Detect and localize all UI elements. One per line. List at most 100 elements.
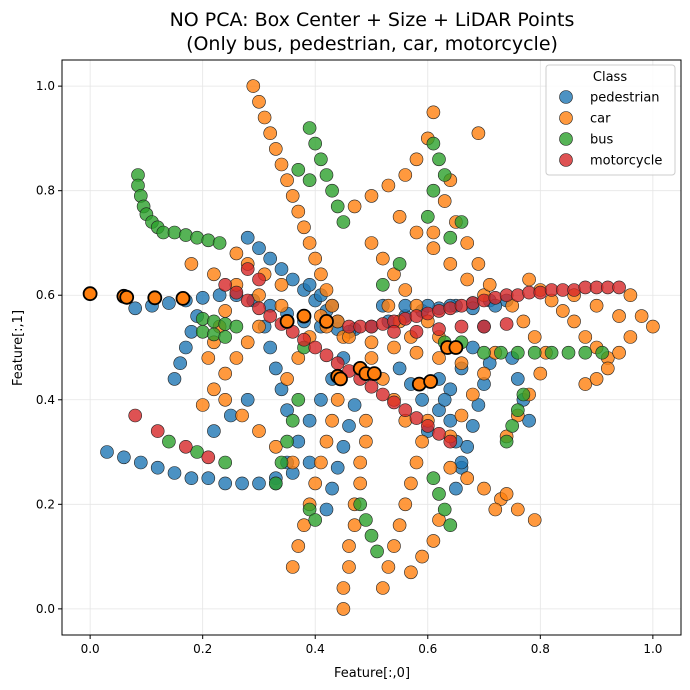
car-point [359,434,373,449]
motorcycle-point [409,411,424,425]
highlight-point [147,290,163,306]
legend-entries: pedestrian car bus motorcycle [559,90,662,169]
car-point [268,142,283,156]
motorcycle-point [409,309,424,323]
car-point [218,366,232,381]
bus-point [516,387,531,402]
car-point [398,283,413,297]
car-point [398,168,413,182]
plot-frame [61,59,682,636]
motorcycle-point [179,439,193,454]
bus-point [359,513,373,527]
car-point [207,382,221,397]
car-point [364,335,379,350]
car-point [319,283,334,297]
car-point [274,298,289,313]
bus-point [268,476,283,491]
y-tick-label: 0.2 [36,497,55,511]
car-point [488,502,503,517]
car-point [415,549,429,564]
x-tick-label: 1.0 [643,642,662,656]
x-tick-label: 0.4 [306,642,325,656]
pedestrian-point [319,502,334,517]
motorcycle-point [252,272,266,287]
car-point [359,413,373,428]
pedestrian-point [218,476,232,491]
pedestrian-point [150,460,165,475]
car-point [336,581,351,595]
car-point [280,372,294,386]
bus-point [179,228,193,242]
car-point [342,560,356,574]
pedestrian-point [443,382,458,397]
bus-point [454,215,469,229]
car-point [325,413,339,428]
car-point [347,199,362,214]
bus-point [505,419,520,433]
car-point [527,330,542,344]
car-point [342,539,356,553]
x-tick-label: 0.2 [193,642,212,656]
car-point [381,560,396,574]
car-point [533,366,548,381]
pedestrian-point [252,476,266,491]
car-point [527,513,542,527]
car-point [252,424,266,438]
car-point [302,236,317,250]
car-point [398,497,413,512]
pedestrian-point [134,455,148,470]
car-point [555,304,570,318]
bus-point [392,257,407,271]
highlight-point [423,374,439,389]
pedestrian-point [128,301,142,316]
car-point [381,298,396,313]
car-point [460,272,475,287]
motorcycle-point [240,293,255,308]
car-point [291,539,306,553]
bus-point [280,434,294,449]
pedestrian-point [347,398,362,412]
bus-point [336,215,351,229]
bus-point [218,317,232,331]
motorcycle-point [420,306,435,321]
car-point [578,377,593,391]
series-bus [131,121,610,559]
bus-point [375,277,390,292]
car-point [257,110,272,125]
car-point [291,351,306,365]
bus-point [229,319,244,334]
motorcycle-point [308,340,323,355]
car-point [392,210,407,224]
bus-point [420,210,435,224]
car-point [387,539,401,553]
car-point [375,581,390,595]
bus-point [578,345,593,360]
pedestrian-point [460,439,475,454]
motorcycle-point [409,324,424,339]
car-point [415,434,429,449]
car-point [353,476,368,491]
car-point [578,330,593,344]
motorcycle-point [252,301,266,316]
bus-point [302,173,317,187]
legend-marker-pedestrian [559,90,573,104]
bus-point [499,434,514,449]
highlight-point [319,313,334,329]
pedestrian-point [263,251,278,266]
pedestrian-point [117,450,131,465]
bus-point [218,455,232,470]
motorcycle-point [465,296,480,310]
motorcycle-point [488,290,503,305]
car-point [387,340,401,355]
y-tick-label: 0.6 [36,288,55,302]
pedestrian-point [162,296,176,310]
motorcycle-point [201,450,216,465]
motorcycle-point [240,262,255,276]
car-point [409,152,424,167]
pedestrian-point [212,288,227,303]
bus-point [195,311,210,326]
motorcycle-point [387,324,401,339]
pedestrian-point [167,466,182,480]
y-tick-label: 0.0 [36,602,55,616]
legend-title: Class [593,70,627,85]
